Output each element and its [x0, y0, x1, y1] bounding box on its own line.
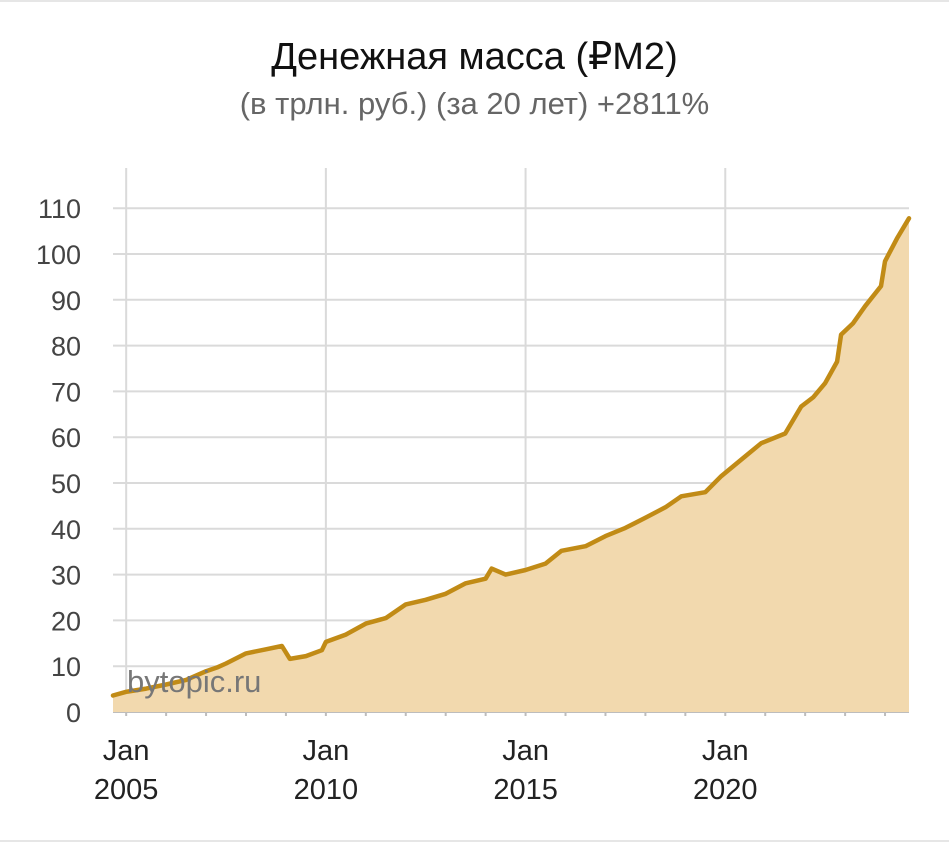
x-axis-ticks: Jan 2005 Jan 2010 Jan 2015 Jan 2020: [94, 735, 758, 806]
chart-title: Денежная масса (₽M2): [271, 36, 678, 78]
x-tick-label-year: 2020: [693, 774, 758, 806]
x-tick-label-year: 2010: [294, 774, 359, 806]
y-tick-label: 20: [51, 606, 81, 636]
series-line: [110, 216, 912, 698]
chart-subtitle: (в трлн. руб.) (за 20 лет) +2811%: [239, 86, 710, 121]
x-tick-label-month: Jan: [302, 735, 349, 767]
x-tick-label-year: 2005: [94, 774, 159, 806]
y-tick-label: 40: [51, 515, 81, 545]
area-fill: [113, 218, 909, 713]
y-tick-label: 10: [51, 652, 81, 682]
x-tick-label-month: Jan: [502, 735, 549, 767]
x-tick-label-month: Jan: [702, 735, 749, 767]
bottom-rule: [0, 840, 949, 842]
y-tick-label: 0: [66, 698, 81, 728]
top-rule: [0, 0, 949, 2]
y-tick-label: 60: [51, 423, 81, 453]
x-tick-label-month: Jan: [103, 735, 150, 767]
x-tick-label-year: 2015: [493, 774, 558, 806]
y-tick-label: 90: [51, 286, 81, 316]
y-axis-ticks: 0 10 20 30 40 50 60 70 80 90 100 110: [36, 194, 81, 728]
y-tick-label: 70: [51, 377, 81, 407]
y-tick-label: 30: [51, 561, 81, 591]
y-tick-label: 100: [36, 240, 81, 270]
y-tick-label: 80: [51, 332, 81, 362]
y-tick-label: 50: [51, 469, 81, 499]
watermark: bytopic.ru: [127, 664, 261, 699]
y-tick-label: 110: [38, 194, 81, 224]
